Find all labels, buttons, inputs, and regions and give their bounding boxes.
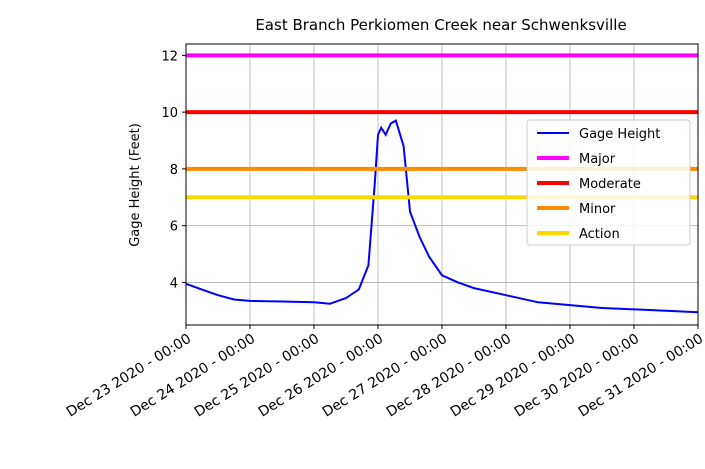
line [185,119,699,314]
y-tick-label: 10 [161,106,178,121]
legend-label: Moderate [579,177,641,192]
legend-label: Major [579,152,616,167]
legend-label: Minor [579,202,616,217]
y-tick-label: 8 [170,163,178,178]
y-axis-label: Gage Height (Feet) [128,123,143,247]
y-tick-label: 6 [170,220,178,235]
chart-title: East Branch Perkiomen Creek near Schwenk… [255,16,626,34]
legend-box [526,119,691,246]
plot-frame [185,43,699,326]
legend-label: Action [579,227,620,242]
y-tick-label: 4 [170,276,178,291]
legend-label: Gage Height [579,127,660,142]
y-tick-label: 12 [161,49,178,64]
